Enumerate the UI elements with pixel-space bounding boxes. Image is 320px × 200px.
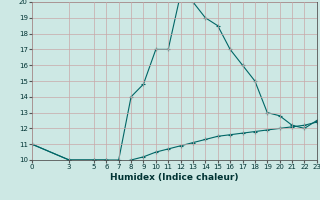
X-axis label: Humidex (Indice chaleur): Humidex (Indice chaleur): [110, 173, 239, 182]
